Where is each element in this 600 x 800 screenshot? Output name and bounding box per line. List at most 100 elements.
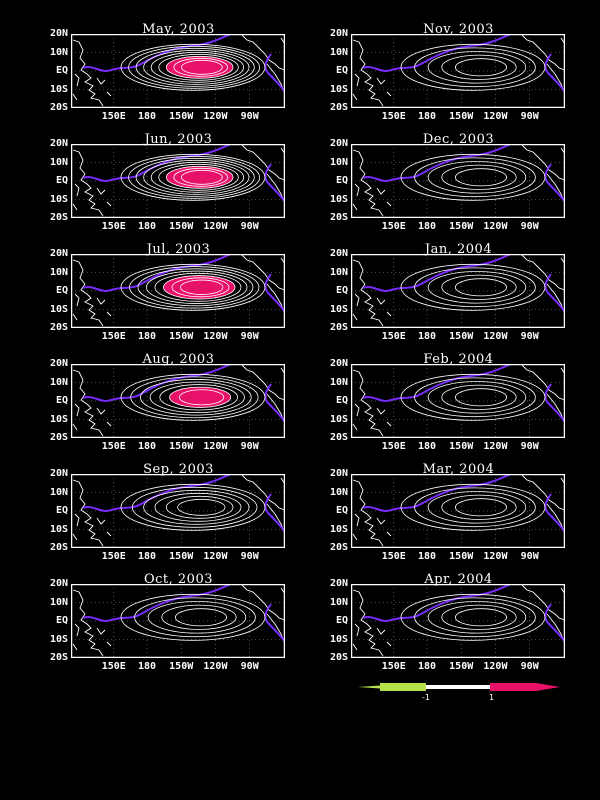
zero-contour xyxy=(362,474,512,512)
y-tick-label: 10S xyxy=(329,303,348,315)
x-tick-label: 90W xyxy=(520,661,539,672)
anomaly-contour xyxy=(441,604,517,630)
map-border xyxy=(351,34,565,108)
colorbar: -1 1 xyxy=(358,681,560,707)
colorbar-neutral-bar xyxy=(426,685,490,689)
coastline-west xyxy=(72,149,112,217)
map-panel: Oct, 2003 20N 10N EQ 10S 20S 150E 180 150W 120W 90… xyxy=(0,570,285,678)
y-tick-label: 10S xyxy=(49,303,68,315)
x-tick-label: 120W xyxy=(483,111,508,122)
y-tick-label: 20N xyxy=(329,28,348,39)
x-tick-label: 120W xyxy=(203,551,228,562)
panel-title: Nov, 2003 xyxy=(423,22,494,37)
y-tick-label: 20N xyxy=(49,358,68,369)
x-tick-label: 90W xyxy=(520,331,539,342)
x-tick-label: 150W xyxy=(169,111,194,122)
anomaly-contour xyxy=(400,263,546,311)
anomaly-contour xyxy=(165,495,234,519)
x-tick-label: 150W xyxy=(449,111,474,122)
map-border xyxy=(351,364,565,438)
x-tick-label: 150W xyxy=(449,221,474,232)
map-plot xyxy=(351,364,565,438)
map-svg xyxy=(71,144,285,218)
panel-title: Jan, 2004 xyxy=(424,242,493,257)
anomaly-contour xyxy=(154,272,242,302)
anomaly-contour xyxy=(400,373,546,421)
coastline-west xyxy=(352,479,392,547)
anomaly-contour xyxy=(427,271,527,304)
anomaly-contour xyxy=(178,389,225,406)
anomaly-contour xyxy=(120,153,266,201)
map-svg xyxy=(351,144,565,218)
y-tick-label: 10S xyxy=(49,633,68,645)
y-tick-label: EQ xyxy=(55,285,68,296)
anomaly-contour xyxy=(454,498,507,517)
y-tick-label: 10S xyxy=(49,193,68,205)
map-svg xyxy=(71,584,285,658)
y-tick-label: EQ xyxy=(55,175,68,186)
x-tick-label: 90W xyxy=(520,551,539,562)
x-tick-label: 150E xyxy=(381,551,406,562)
map-svg xyxy=(351,254,565,328)
y-tick-label: 10S xyxy=(49,413,68,425)
anomaly-contour xyxy=(143,159,250,195)
y-tick-label: 20S xyxy=(329,322,348,333)
anomaly-contour xyxy=(150,51,245,83)
x-tick-label: 150W xyxy=(169,331,194,342)
coastline-west xyxy=(352,589,392,657)
anomaly-contour xyxy=(129,266,260,309)
y-tick-label: EQ xyxy=(335,285,348,296)
y-tick-label: 10S xyxy=(49,83,68,95)
y-tick-label: EQ xyxy=(335,505,348,516)
zero-contour-east xyxy=(544,163,565,203)
anomaly-contour xyxy=(400,593,546,641)
anomaly-contour xyxy=(400,43,546,91)
x-tick-label: 150W xyxy=(169,221,194,232)
x-tick-label: 90W xyxy=(240,111,259,122)
y-tick-label: 20N xyxy=(49,248,68,259)
anomaly-contour xyxy=(161,604,237,630)
x-tick-label: 150E xyxy=(381,331,406,342)
anomaly-contour xyxy=(414,487,536,528)
x-tick-label: 120W xyxy=(203,111,228,122)
x-tick-label: 90W xyxy=(520,441,539,452)
coastline-west xyxy=(352,149,392,217)
y-tick-label: 10N xyxy=(49,376,68,388)
zero-contour xyxy=(82,474,232,512)
panel-title: Aug, 2003 xyxy=(142,352,215,367)
anomaly-contour xyxy=(120,593,266,641)
x-tick-label: 150E xyxy=(381,221,406,232)
anomaly-contour xyxy=(130,376,259,419)
x-tick-label: 120W xyxy=(483,221,508,232)
anomaly-contour xyxy=(414,267,536,308)
x-tick-label: 150E xyxy=(101,551,126,562)
x-tick-label: 120W xyxy=(483,551,508,562)
x-tick-label: 120W xyxy=(203,221,228,232)
map-panel: Apr, 2004 20N 10N EQ 10S 20S 150E 180 150W 120W 90… xyxy=(280,570,565,678)
map-border xyxy=(71,144,285,218)
x-tick-label: 180 xyxy=(137,661,156,672)
panel-title: Jul, 2003 xyxy=(146,242,211,257)
y-tick-label: 10N xyxy=(329,46,348,58)
y-tick-label: 10S xyxy=(329,633,348,645)
anomaly-contour xyxy=(400,483,546,531)
y-tick-label: 20S xyxy=(49,322,68,333)
anomaly-contour xyxy=(441,164,517,190)
map-svg xyxy=(351,474,565,548)
x-tick-label: 180 xyxy=(137,441,156,452)
anomaly-contour xyxy=(147,601,247,634)
y-tick-label: 20S xyxy=(329,652,348,663)
zero-contour-east xyxy=(544,273,565,313)
map-svg xyxy=(351,584,565,658)
coastline-west xyxy=(72,369,112,437)
x-tick-label: 180 xyxy=(417,661,436,672)
anomaly-contour xyxy=(159,384,238,411)
y-tick-label: 10N xyxy=(329,376,348,388)
y-tick-label: 10N xyxy=(49,486,68,498)
y-tick-label: EQ xyxy=(55,395,68,406)
y-tick-label: EQ xyxy=(335,395,348,406)
x-tick-label: 120W xyxy=(483,441,508,452)
anomaly-contour xyxy=(414,377,536,418)
anomaly-contour xyxy=(181,59,223,75)
map-panel: May, 2003 20N 10N EQ 10S 20S 150E 180 150W 120W 90… xyxy=(0,20,285,128)
